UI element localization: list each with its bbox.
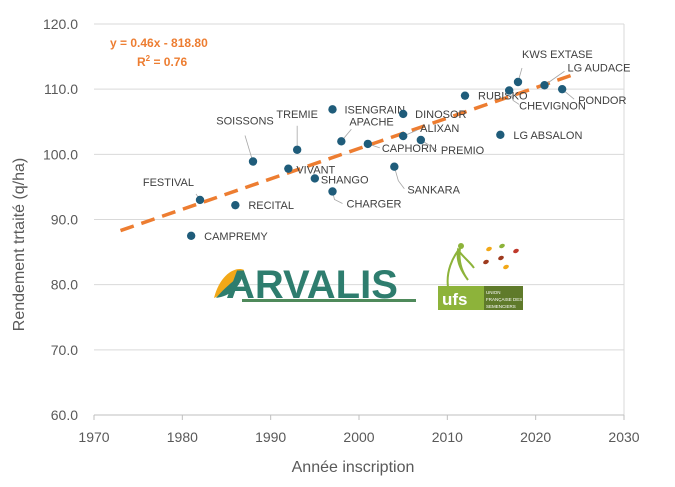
arvalis-leaf-shadow-icon [216,272,244,298]
arvalis-leaf-icon [214,269,244,298]
logo-layer: ARVALIS ufs UNION FRANÇAISE DES SEMENCIE… [214,243,523,310]
ufs-green-box [438,286,484,310]
data-label: ALIXAN [420,123,459,135]
x-tick-label: 1990 [255,429,286,445]
data-point [513,77,523,87]
data-label: CHARGER [347,198,402,210]
ufs-wordmark: ufs [442,290,468,309]
data-label: LG ABSALON [513,130,582,142]
data-label: PONDOR [578,95,626,107]
data-point [284,164,293,173]
y-tick-label: 100.0 [43,146,78,162]
y-tick-label: 80.0 [51,277,78,293]
data-label: CAMPREMY [204,231,268,243]
data-point [398,109,408,119]
data-point [310,174,320,183]
ufs-subtitle-3: SEMENCIERS [486,304,516,309]
data-point [292,145,302,154]
y-tick-label: 90.0 [51,212,78,228]
data-label: SANKARA [407,185,460,197]
data-label: PREMIO [441,145,485,157]
ufs-subtitle-1: UNION [486,290,501,295]
data-point [186,231,196,240]
data-label: SOISSONS [216,116,273,128]
ufs-subtitle-2: FRANÇAISE DES [486,297,522,302]
x-axis-title: Année inscription [292,459,415,476]
y-tick-label: 70.0 [51,342,78,358]
data-label: DINOSOR [415,109,466,121]
ufs-dot-icon [503,264,509,270]
x-tick-label: 2000 [343,429,374,445]
data-label: CAPHORN [382,143,437,155]
data-point [337,137,346,146]
y-axis-title: Rendement trtaité (q/ha) [11,158,28,331]
data-label: KWS EXTASE [522,49,593,61]
data-label: APACHE [349,116,393,128]
data-point [557,84,567,94]
data-point [390,162,399,171]
trend-layer [119,73,572,233]
leader-line [393,166,405,189]
ufs-dot-icon [486,246,492,252]
points-layer: CAMPREMY FESTIVAL RECITAL SOISSONS VIVANT TRE… [143,49,631,243]
ufs-dot-icon [498,255,504,261]
x-tick-label: 1970 [78,429,109,445]
x-tick-label: 2030 [608,429,639,445]
x-tick-label: 2020 [520,429,551,445]
y-tick-label: 120.0 [43,16,78,32]
y-tick-label: 60.0 [51,407,78,423]
data-point [328,187,337,196]
data-point [328,105,337,114]
data-label: SHANGO [321,174,369,186]
x-tick-label: 1980 [167,429,198,445]
x-tick-label: 2010 [432,429,463,445]
equation-layer: y = 0.46x - 818.80 R2 = 0.76 [110,36,208,69]
ufs-dot-icon [513,248,519,254]
data-label: FESTIVAL [143,177,194,189]
arvalis-logo: ARVALIS [214,263,416,307]
ufs-dot-icon [483,259,489,265]
data-label: LG AUDACE [568,62,631,74]
data-point [195,195,205,205]
data-label: TREMIE [276,109,318,121]
ufs-dark-box [484,286,523,310]
trend-equation: y = 0.46x - 818.80 [110,36,208,50]
data-point [398,131,408,141]
data-label: RECITAL [248,200,294,212]
ufs-head-icon [458,243,464,249]
grid-layer [94,23,625,416]
data-label: VIVANT [296,165,335,177]
data-point [363,139,373,149]
data-point [416,135,426,145]
trend-r2: R2 = 0.76 [137,54,187,69]
data-label: ISENGRAIN [345,104,406,116]
y-tick-label: 110.0 [44,81,78,97]
arvalis-underline [242,299,416,302]
data-label: RUBISKO [478,91,528,103]
ufs-logo: ufs UNION FRANÇAISE DES SEMENCIERS [438,243,523,310]
data-point [231,200,240,210]
ufs-figure-icon [446,244,475,288]
data-point [460,91,470,100]
data-point [496,130,505,139]
data-point [248,157,258,166]
ufs-dot-icon [499,243,505,249]
axis-layer: 60.0 70.0 80.0 90.0 100.0 110.0 120.0 1970 1980 1… [11,16,640,476]
data-point [540,81,549,90]
trendline [119,73,572,233]
data-point [504,86,514,95]
data-label: CHEVIGNON [519,100,586,112]
